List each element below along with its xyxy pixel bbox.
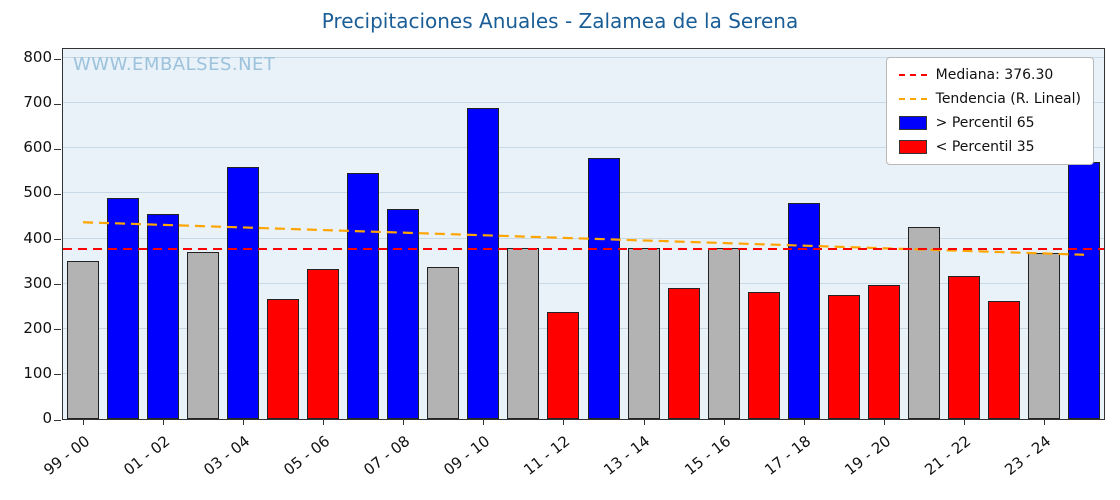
- y-tick-mark: [54, 284, 61, 286]
- plot-area: WWW.EMBALSES.NET Mediana: 376.30 Tendenci…: [62, 48, 1105, 425]
- y-tick-label: 500: [23, 183, 52, 202]
- y-tick-mark: [54, 374, 61, 376]
- x-tick-mark: [883, 419, 885, 425]
- y-tick-label: 0: [42, 409, 52, 427]
- bar: [707, 248, 740, 419]
- bar: [427, 267, 460, 419]
- y-tick-mark: [54, 193, 61, 195]
- y-tick-label: 400: [23, 228, 52, 247]
- bar: [467, 107, 500, 419]
- gridline: [63, 147, 1104, 149]
- bar: [107, 197, 140, 419]
- y-tick-label: 300: [23, 273, 52, 292]
- x-tick-mark: [483, 419, 485, 425]
- bar: [747, 292, 780, 419]
- legend-item: > Percentil 65: [898, 115, 1081, 131]
- gridline: [63, 282, 1104, 284]
- legend-patch-swatch: [898, 140, 927, 154]
- bar: [1067, 161, 1100, 419]
- bar: [187, 252, 220, 419]
- y-tick-label: 100: [23, 363, 52, 382]
- bar: [667, 288, 700, 419]
- bar: [147, 213, 180, 419]
- y-tick-mark: [54, 148, 61, 150]
- bar: [67, 261, 100, 419]
- y-tick-label: 800: [23, 48, 52, 67]
- y-tick-mark: [54, 419, 61, 421]
- y-tick-mark: [54, 58, 61, 60]
- x-tick-mark: [243, 419, 245, 425]
- y-tick-label: 700: [23, 93, 52, 112]
- x-tick-mark: [83, 419, 85, 425]
- legend-label: Mediana: 376.30: [935, 67, 1054, 83]
- legend: Mediana: 376.30 Tendencia (R. Lineal) > P…: [885, 57, 1094, 165]
- legend-line-swatch: [898, 98, 927, 100]
- legend-patch-swatch: [898, 116, 927, 130]
- legend-line-swatch: [898, 74, 927, 76]
- legend-label: > Percentil 65: [935, 115, 1035, 131]
- x-tick-mark: [323, 419, 325, 425]
- x-tick-mark: [1043, 419, 1045, 425]
- bar: [547, 311, 580, 419]
- legend-label: Tendencia (R. Lineal): [935, 91, 1081, 107]
- bar: [387, 208, 420, 419]
- y-tick-label: 200: [23, 318, 52, 337]
- x-tick-mark: [403, 419, 405, 425]
- x-tick-mark: [643, 419, 645, 425]
- plot-wrap: WWW.EMBALSES.NET Mediana: 376.30 Tendenci…: [23, 48, 1105, 479]
- x-tick-mark: [963, 419, 965, 425]
- gridline: [63, 372, 1104, 374]
- x-tick-mark: [803, 419, 805, 425]
- bar: [827, 295, 860, 419]
- bar: [307, 269, 340, 419]
- median-line: [63, 248, 1104, 251]
- x-axis: 99 - 00 01 - 02 03 - 04 05 - 06 07 - 08 09 - …: [40, 432, 1055, 479]
- bar: [507, 247, 540, 419]
- y-tick-mark: [54, 103, 61, 105]
- x-tick-mark: [563, 419, 565, 425]
- bar: [787, 203, 820, 419]
- bar: [227, 167, 260, 419]
- legend-item: Tendencia (R. Lineal): [898, 91, 1081, 107]
- bar: [867, 284, 900, 419]
- x-tick-mark: [723, 419, 725, 425]
- bar: [347, 173, 380, 419]
- legend-label: < Percentil 35: [935, 139, 1035, 155]
- bar: [587, 158, 620, 419]
- gridline: [63, 102, 1104, 104]
- y-tick-label: 600: [23, 138, 52, 157]
- gridline: [63, 57, 1104, 59]
- bar: [987, 300, 1020, 419]
- bar: [907, 227, 940, 419]
- gridline: [63, 327, 1104, 329]
- chart-title: Precipitaciones Anuales - Zalamea de la …: [321, 9, 799, 33]
- watermark: WWW.EMBALSES.NET: [73, 54, 276, 75]
- bar: [947, 275, 980, 419]
- bar: [1027, 252, 1060, 419]
- legend-item: Mediana: 376.30: [898, 67, 1081, 83]
- y-tick-mark: [54, 239, 61, 241]
- legend-item: < Percentil 35: [898, 139, 1081, 155]
- x-tick-mark: [163, 419, 165, 425]
- y-tick-mark: [54, 329, 61, 331]
- bar: [267, 299, 300, 419]
- gridline: [63, 192, 1104, 194]
